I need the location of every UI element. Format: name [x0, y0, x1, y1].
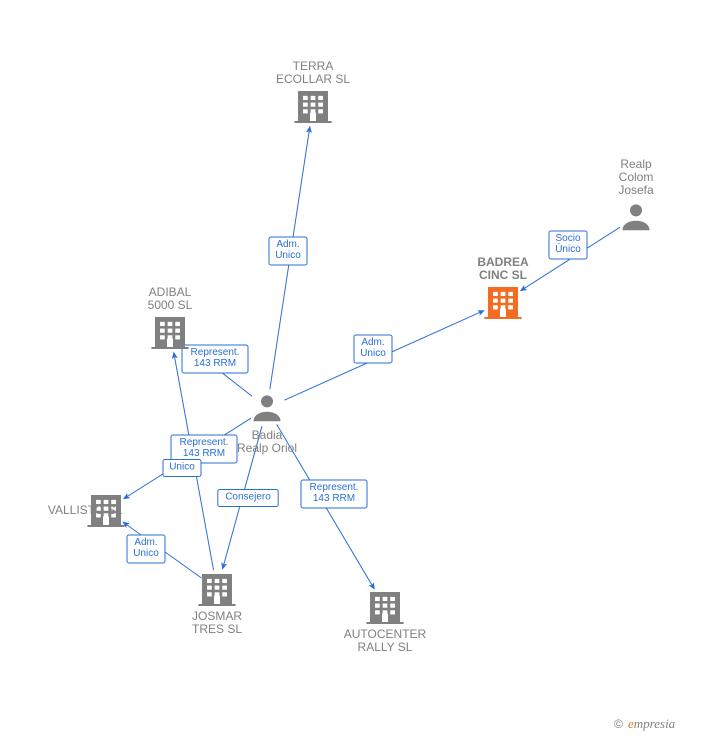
edge-label-badia-adibal: Represent.143 RRM	[182, 345, 248, 373]
edge-label-realp-badrea: SocioÚnico	[549, 231, 587, 259]
node-adibal[interactable]: ADIBAL5000 SL	[148, 285, 193, 349]
node-label: Badia	[252, 428, 283, 442]
node-josmar[interactable]: JOSMARTRES SL	[192, 574, 242, 636]
edge-label-text: Adm.	[361, 337, 384, 348]
nodes-layer: TERRAECOLLAR SL RealpColomJosefa ADIBAL500…	[48, 59, 654, 654]
edge-label-text: Consejero	[225, 492, 271, 503]
edge-label-text: Represent.	[180, 437, 229, 448]
edge-label-text: Socio	[555, 233, 580, 244]
person-icon	[254, 395, 281, 421]
edge-label-josmar-vallisto: Adm.Unico	[127, 535, 165, 563]
copyright-symbol: ©	[614, 717, 623, 731]
edge-label-badia-vallisto: Represent.143 RRM	[171, 435, 237, 463]
node-label: BADREA	[477, 255, 529, 269]
edge-label-text: Único	[555, 242, 581, 255]
building-icon	[198, 574, 235, 606]
edge-label-badia-autocenter: Represent.143 RRM	[301, 480, 367, 508]
edge-label-text: Represent.	[310, 482, 359, 493]
node-label: JOSMAR	[192, 609, 242, 623]
building-icon	[294, 91, 331, 123]
watermark-text: empresia	[628, 716, 676, 731]
node-label: VALLISTO SL	[48, 503, 123, 517]
edge-label-text: Represent.	[191, 347, 240, 358]
edge-label-text: Unico	[275, 250, 301, 261]
node-label: ECOLLAR SL	[276, 72, 350, 86]
node-label: TRES SL	[192, 622, 242, 636]
node-terra[interactable]: TERRAECOLLAR SL	[276, 59, 350, 123]
edge-label-text: 143 RRM	[183, 448, 225, 459]
edge-label-badia-badrea: Adm.Unico	[354, 335, 392, 363]
edge-label-badia-terra: Adm.Unico	[269, 237, 307, 265]
building-icon	[366, 592, 403, 624]
node-label: RALLY SL	[358, 640, 413, 654]
node-label: Realp Oriol	[237, 441, 297, 455]
node-badia[interactable]: BadiaRealp Oriol	[237, 395, 297, 455]
edge-label-text: 143 RRM	[194, 358, 236, 369]
building-icon	[484, 287, 521, 319]
node-label: Realp	[620, 157, 652, 171]
edge-label-text: 143 RRM	[313, 493, 355, 504]
node-badrea[interactable]: BADREACINC SL	[477, 255, 529, 319]
building-icon	[151, 317, 188, 349]
edge-label-text: Unico	[133, 548, 159, 559]
person-icon	[623, 204, 650, 230]
edge-label-text: Adm.	[276, 239, 299, 250]
watermark: © empresia	[614, 716, 676, 731]
network-diagram: Adm.UnicoAdm.UnicoSocioÚnicoRepresent.14…	[0, 0, 728, 740]
node-vallisto[interactable]: VALLISTO SL	[48, 495, 125, 527]
edge-label-josmar-adibal: Unico	[163, 460, 201, 477]
node-realp[interactable]: RealpColomJosefa	[618, 157, 654, 230]
node-label: 5000 SL	[148, 298, 193, 312]
node-label: TERRA	[293, 59, 334, 73]
node-autocenter[interactable]: AUTOCENTERRALLY SL	[344, 592, 427, 654]
node-label: Colom	[619, 170, 654, 184]
node-label: AUTOCENTER	[344, 627, 427, 641]
edge-label-badia-josmar: Consejero	[218, 490, 278, 507]
edge-label-text: Unico	[169, 462, 195, 473]
edge-label-text: Unico	[360, 348, 386, 359]
node-label: Josefa	[618, 183, 654, 197]
node-label: CINC SL	[479, 268, 527, 282]
edge-label-text: Adm.	[134, 537, 157, 548]
node-label: ADIBAL	[149, 285, 192, 299]
